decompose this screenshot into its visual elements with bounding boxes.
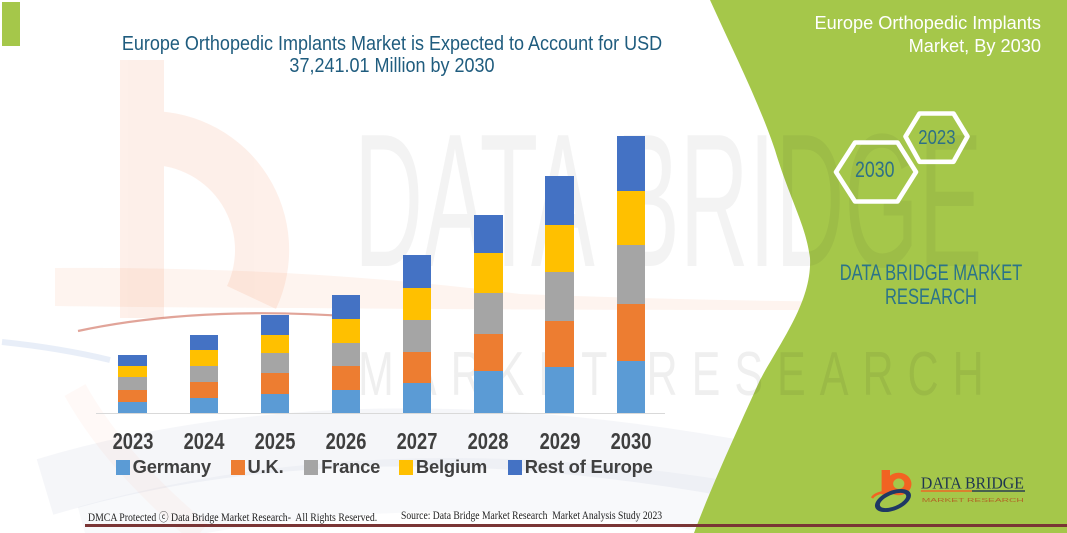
svg-text:DATA BRIDGE: DATA BRIDGE [921,474,1024,493]
svg-text:MARKET RESEARCH: MARKET RESEARCH [922,498,1024,504]
svg-text:2023: 2023 [918,126,955,149]
svg-text:2030: 2030 [855,157,895,182]
